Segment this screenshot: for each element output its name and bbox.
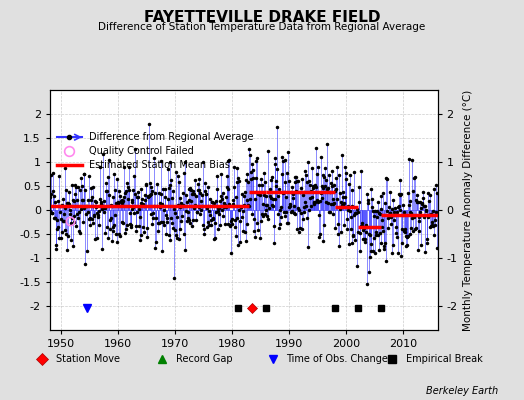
Text: Difference of Station Temperature Data from Regional Average: Difference of Station Temperature Data f…	[99, 22, 425, 32]
Text: Estimated Station Mean Bias: Estimated Station Mean Bias	[89, 160, 230, 170]
Text: Berkeley Earth: Berkeley Earth	[425, 386, 498, 396]
Text: Time of Obs. Change: Time of Obs. Change	[287, 354, 388, 364]
Text: Quality Control Failed: Quality Control Failed	[89, 146, 194, 156]
Text: Record Gap: Record Gap	[176, 354, 232, 364]
Text: Empirical Break: Empirical Break	[406, 354, 483, 364]
Text: FAYETTEVILLE DRAKE FIELD: FAYETTEVILLE DRAKE FIELD	[144, 10, 380, 25]
Y-axis label: Monthly Temperature Anomaly Difference (°C): Monthly Temperature Anomaly Difference (…	[463, 89, 473, 331]
Text: Station Move: Station Move	[56, 354, 120, 364]
Text: Difference from Regional Average: Difference from Regional Average	[89, 132, 254, 142]
